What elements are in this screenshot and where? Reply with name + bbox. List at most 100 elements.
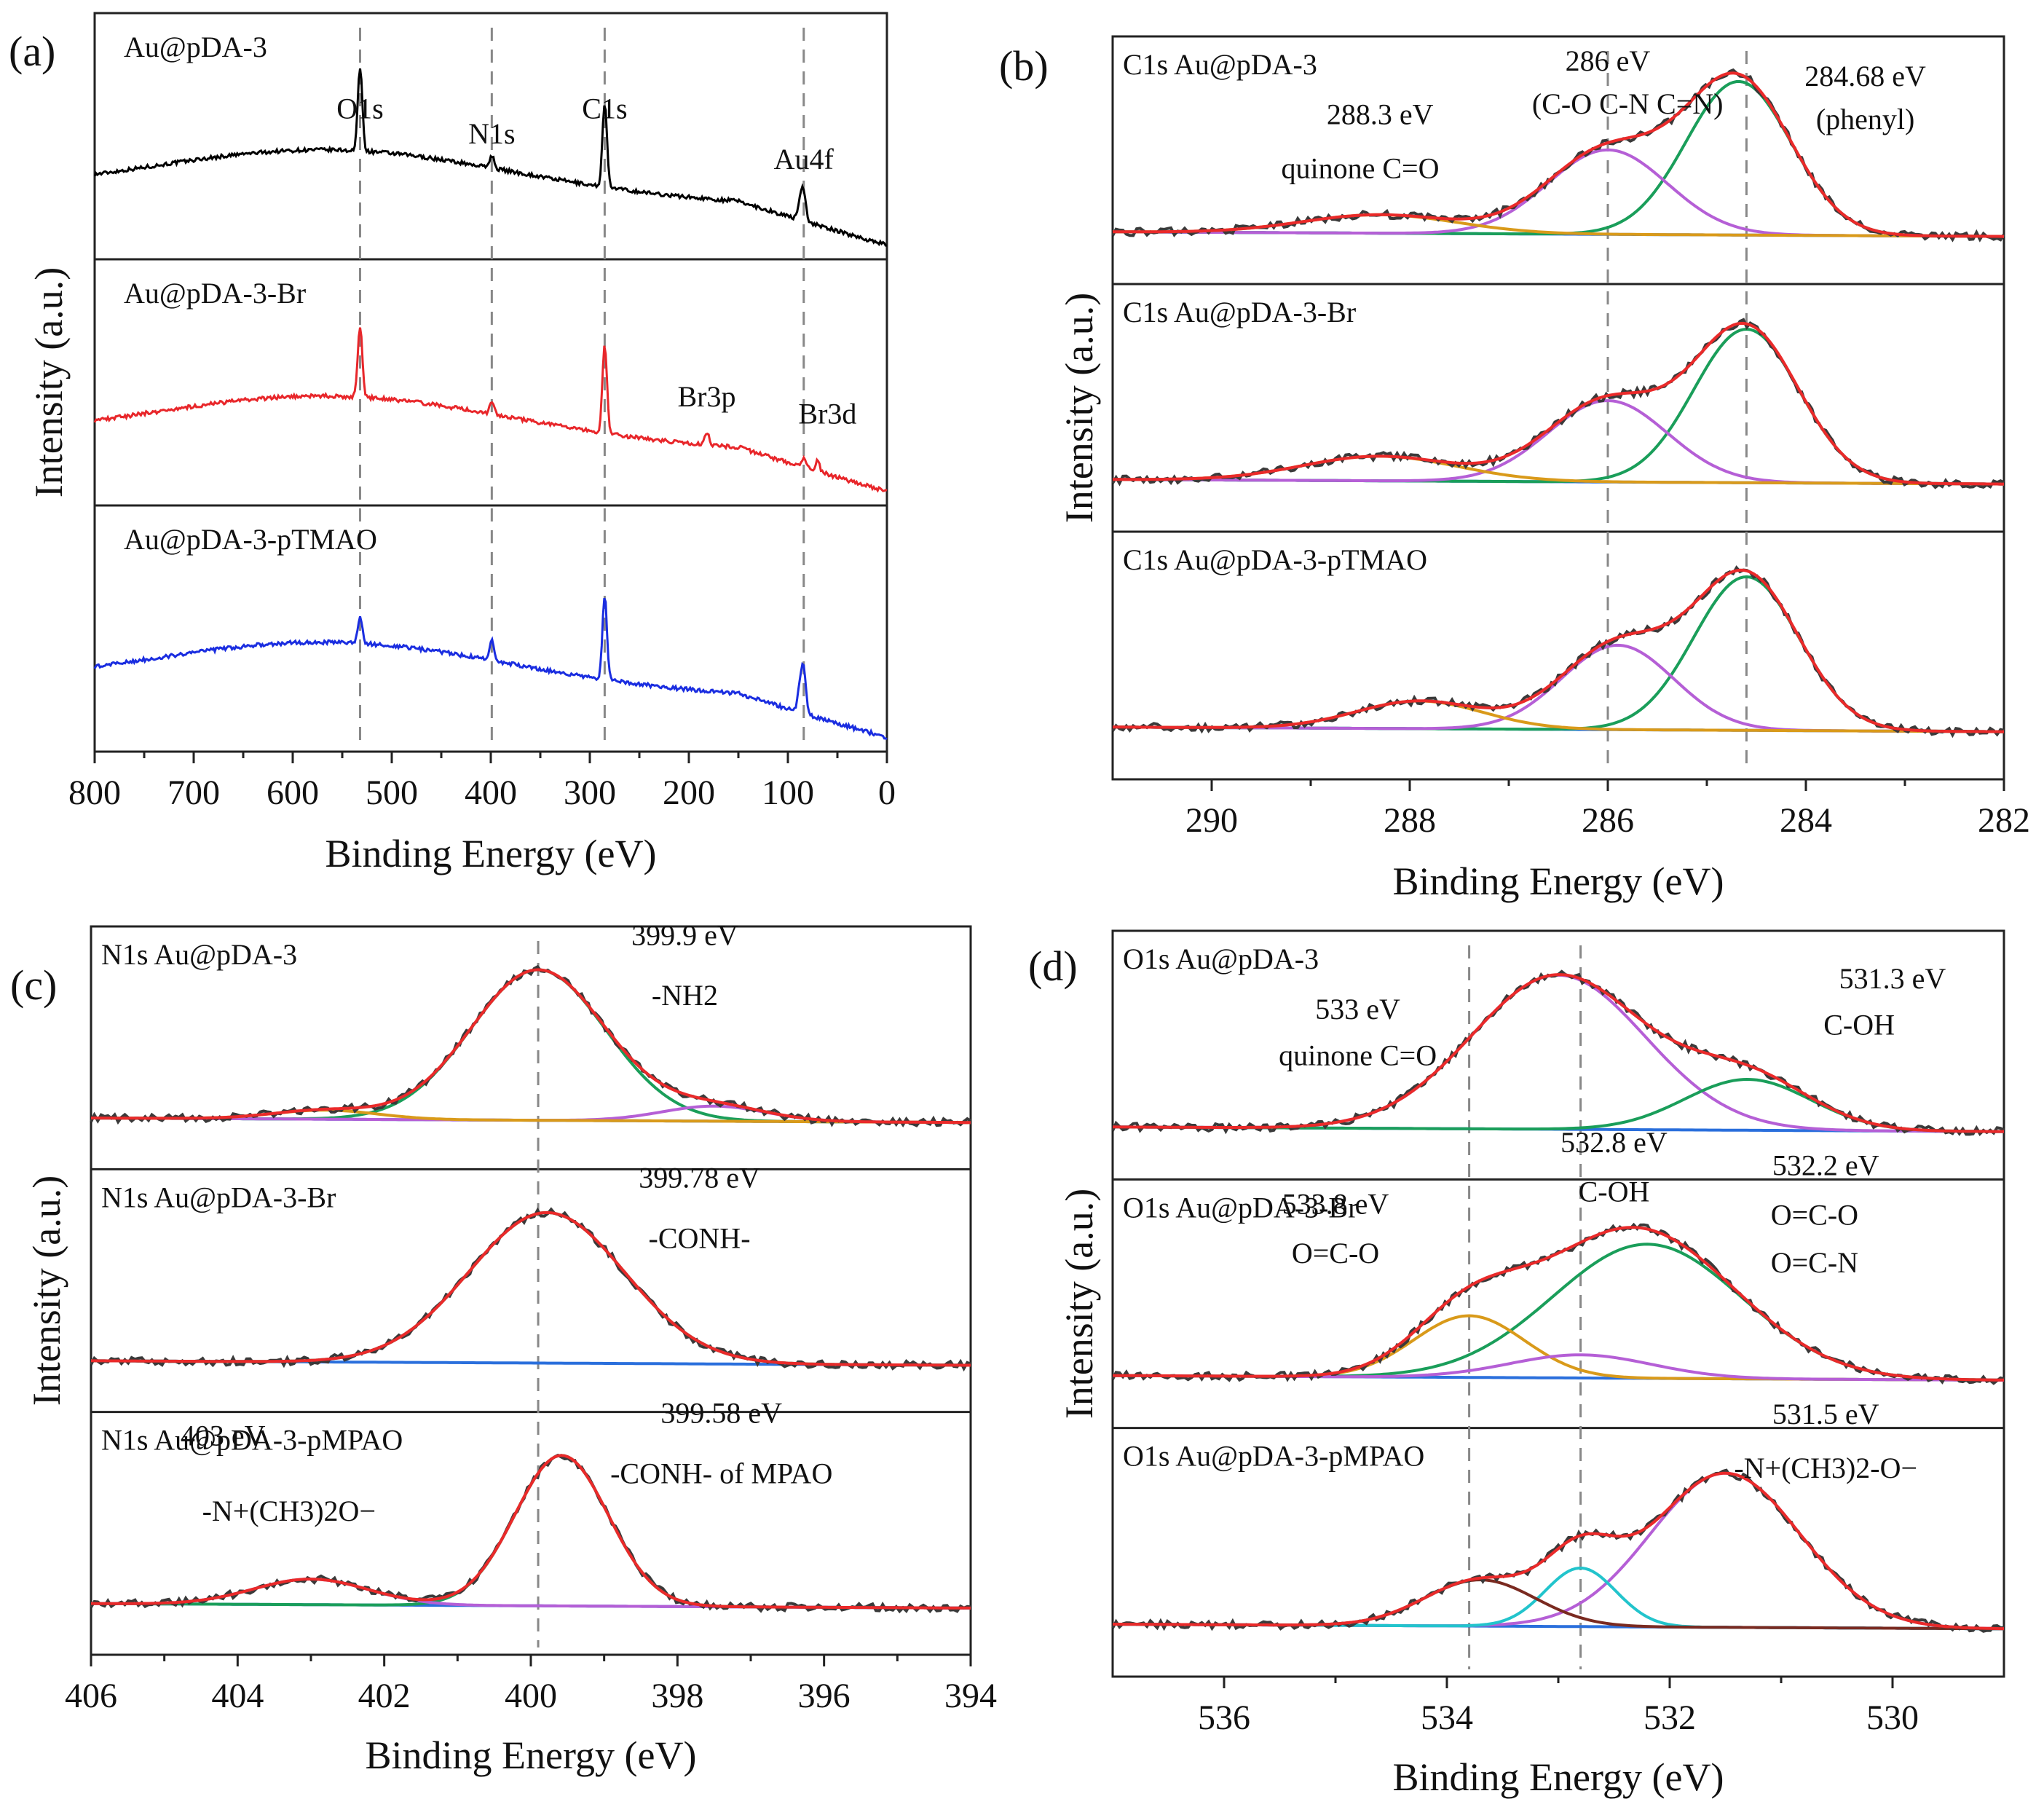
x-tick-label: 532 [1644,1698,1696,1737]
peak-annotation: 532.8 eV [1560,1126,1668,1159]
x-tick-label: 600 [267,773,319,812]
x-tick-label: 200 [663,773,715,812]
peak-annotation: Au4f [774,143,834,176]
spectrum-title: O1s Au@pDA-3-Br [1123,1191,1357,1224]
fit-component-curve [91,968,971,1125]
peak-annotation: -N+(CH3)2O− [202,1495,376,1527]
x-tick-label: 288 [1384,801,1436,840]
envelope-fit-curve [1113,71,2004,238]
peak-annotation: (phenyl) [1816,103,1915,135]
x-tick-label: 394 [944,1677,997,1715]
peak-annotation: 531.3 eV [1839,962,1946,995]
spectrum-title: C1s Au@pDA-3 [1123,48,1317,81]
panel-label: (b) [999,42,1049,90]
peak-annotation: 284.68 eV [1804,60,1926,92]
peak-annotation: 531.5 eV [1772,1398,1879,1430]
fit-component-curve [91,1454,971,1610]
raw-data-curve [1111,969,2005,1136]
x-axis-label: Binding Energy (eV) [366,1733,697,1777]
spectrum-title: Au@pDA-3-pTMAO [124,523,377,556]
peak-annotation: O=C-N [1771,1246,1858,1279]
survey-spectrum-line [93,597,888,741]
y-axis-label: Intensity (a.u.) [1057,1189,1101,1419]
envelope-fit-curve [1113,568,2004,733]
survey-spectrum-line [93,68,888,247]
x-tick-label: 534 [1421,1698,1473,1737]
peak-annotation: (C-O C-N C=N) [1532,87,1724,120]
peak-annotation: -CONH- of MPAO [610,1457,832,1489]
x-tick-label: 282 [1978,801,2030,840]
fit-component-curve [90,1210,971,1367]
x-tick-label: 402 [358,1677,411,1715]
panel-a: (a) 800 700 600 500 400 300 200 100 0 Binding Ener… [9,12,896,875]
x-tick-label: 100 [762,773,814,812]
y-axis-label: Intensity (a.u.) [27,267,71,497]
panel-b: (b) 290 288 286 284 282 Binding Energy (eV) Int… [999,35,2030,903]
peak-annotation: C-OH [1823,1008,1895,1041]
peak-annotation: 532.2 eV [1772,1149,1879,1182]
fit-component-curve [1113,1567,2004,1631]
panel-label: (d) [1028,942,1078,990]
spectrum-title: O1s Au@pDA-3-pMPAO [1123,1440,1424,1473]
peak-annotation: 288.3 eV [1327,98,1434,131]
x-axis-label: Binding Energy (eV) [325,832,657,875]
x-tick-label: 536 [1198,1698,1250,1737]
envelope-fit-curve [1112,1226,2004,1382]
x-tick-label: 400 [465,773,517,812]
x-axis-label: Binding Energy (eV) [1393,859,1724,903]
x-tick-label: 700 [167,773,220,812]
peak-annotation: 286 eV [1566,44,1651,77]
envelope-fit-curve [90,1454,971,1610]
peak-annotation: O1s [336,92,383,125]
peak-annotation: 533 eV [1315,993,1400,1025]
fit-component-curve [1113,973,2005,1133]
peak-annotation: Br3p [677,380,735,413]
y-axis-label: Intensity (a.u.) [1057,293,1101,523]
peak-annotation: O=C-O [1771,1198,1858,1231]
peak-annotation: C1s [582,92,627,125]
x-tick-label: 530 [1866,1698,1919,1737]
spectrum-title: N1s Au@pDA-3 [101,938,297,971]
spectrum-title: C1s Au@pDA-3-pTMAO [1123,543,1427,576]
survey-spectrum-line [93,327,888,493]
raw-data-curve [90,1453,971,1614]
envelope-fit-curve [1113,973,2004,1133]
plot-frame [90,925,972,1656]
raw-data-curve [1111,1222,2005,1385]
raw-data-curve [1111,318,2005,489]
x-tick-label: 404 [211,1677,264,1715]
panel-label: (a) [9,28,55,75]
spectrum-title: N1s Au@pDA-3-pMPAO [101,1424,403,1457]
spectrum-title: Au@pDA-3-Br [124,277,306,310]
peak-annotation: 533.8 eV [1282,1187,1389,1220]
peak-annotation: 399.9 eV [631,918,738,951]
x-tick-label: 400 [505,1677,557,1715]
envelope-fit-curve [91,968,971,1125]
raw-data-curve [90,1207,971,1372]
peak-annotation: 399.78 eV [639,1162,760,1194]
raw-data-curve [1111,565,2005,739]
x-tick-label: 500 [366,773,418,812]
fit-component-curve [1113,148,2004,238]
fit-component-curve [1113,327,2004,486]
peak-annotation: Br3d [798,397,856,430]
envelope-fit-curve [1113,1471,2004,1631]
x-tick-label: 284 [1780,801,1832,840]
x-tick-label: 406 [65,1677,117,1715]
fit-component-curve [1113,575,2004,733]
envelope-fit-curve [1113,321,2004,486]
panel-label: (c) [10,961,57,1009]
panel-d: (d) 536 534 532 530 Binding Energy (eV) Intens… [1028,929,2005,1799]
x-tick-label: 398 [651,1677,703,1715]
peak-annotation: O=C-O [1292,1237,1379,1269]
x-tick-label: 300 [564,773,616,812]
peak-annotation: -N+(CH3)2-O− [1734,1452,1917,1484]
y-axis-label: Intensity (a.u.) [25,1176,68,1406]
peak-annotation: C-OH [1579,1176,1650,1208]
fit-component-curve [1113,643,2004,733]
peak-annotation: N1s [468,117,515,150]
peak-annotation: -NH2 [652,979,718,1012]
plot-frame [1111,929,2005,1678]
x-tick-label: 800 [68,773,121,812]
